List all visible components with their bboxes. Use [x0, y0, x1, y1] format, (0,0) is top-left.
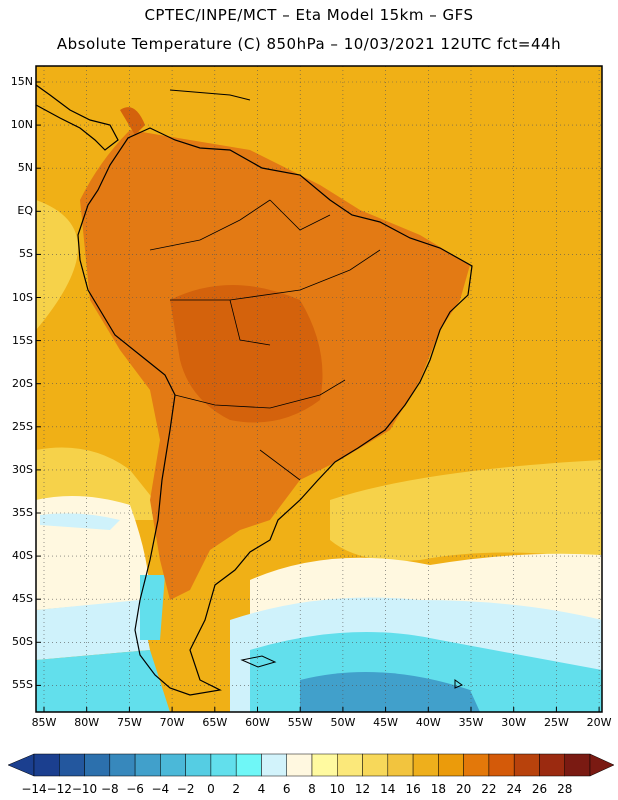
- colorbar-label: 6: [282, 782, 291, 796]
- lat-label: 55S: [12, 678, 33, 692]
- colorbar-swatch: [261, 753, 287, 777]
- colorbar-swatch: [59, 753, 85, 777]
- lat-label: 50S: [12, 635, 33, 649]
- colorbar-swatch: [362, 753, 389, 777]
- colorbar-label: −4: [151, 782, 170, 796]
- colorbar-label: −12: [46, 782, 72, 796]
- temperature-field: [36, 66, 602, 712]
- lon-label: 65W: [202, 716, 228, 729]
- colorbar-label: 14: [380, 782, 396, 796]
- lon-label: 50W: [330, 716, 356, 729]
- lat-label: 25S: [12, 419, 33, 433]
- colorbar-swatch: [210, 753, 237, 777]
- colorbar-swatch: [109, 753, 136, 777]
- colorbar-label: −8: [100, 782, 119, 796]
- lat-label: 35S: [12, 506, 33, 519]
- lon-label: 85W: [31, 716, 57, 729]
- colorbar: [7, 753, 615, 777]
- colorbar-extend-high: [589, 753, 615, 777]
- colorbar-label: 16: [405, 782, 421, 796]
- lat-label: 45S: [12, 592, 33, 606]
- colorbar-swatch: [337, 753, 363, 777]
- colorbar-swatch: [438, 753, 464, 777]
- country-borders: [149, 199, 381, 481]
- chart-title: CPTEC/INPE/MCT – Eta Model 15km – GFS: [144, 6, 474, 24]
- colorbar-swatch: [387, 753, 414, 777]
- colorbar-swatch: [84, 753, 111, 777]
- chart-subtitle: Absolute Temperature (C) 850hPa – 10/03/…: [56, 35, 562, 53]
- lon-label: 75W: [116, 716, 142, 729]
- colorbar-swatch: [564, 753, 591, 777]
- lat-label: 5N: [17, 161, 33, 175]
- lat-label: EQ: [17, 204, 33, 218]
- colorbar-label: −10: [71, 782, 98, 796]
- colorbar-label: 0: [207, 782, 215, 796]
- colorbar-label: 22: [481, 782, 497, 796]
- lon-label: 40W: [415, 716, 441, 729]
- colorbar-label: 12: [354, 782, 371, 796]
- lat-label: 40S: [12, 549, 33, 563]
- coastline-south-america: [77, 127, 473, 696]
- lon-label: 45W: [373, 716, 399, 729]
- lat-label: 10N: [10, 118, 33, 132]
- field-ocean-mid: [36, 200, 170, 520]
- colorbar-label: −6: [126, 782, 144, 796]
- lat-label: 15S: [12, 333, 33, 347]
- colorbar-label: 2: [232, 782, 240, 796]
- colorbar-label: 20: [455, 782, 472, 796]
- lat-label: 5S: [19, 247, 33, 261]
- lon-label: 35W: [458, 716, 484, 729]
- lon-label: 55W: [287, 716, 313, 729]
- colorbar-swatch: [185, 753, 212, 777]
- field-land-dark: [120, 107, 323, 423]
- colorbar-label: 10: [329, 782, 345, 796]
- colorbar-label: 28: [557, 782, 573, 796]
- colorbar-swatch: [463, 753, 490, 777]
- lon-label: 20W: [586, 716, 612, 729]
- colorbar-swatch: [286, 753, 313, 777]
- lat-label: 30S: [12, 462, 33, 476]
- colorbar-label: 18: [430, 782, 446, 796]
- colorbar-swatch: [488, 753, 515, 777]
- colorbar-swatch: [134, 753, 161, 777]
- colorbar-label: 26: [531, 782, 548, 796]
- lat-label: 15N: [10, 75, 33, 88]
- colorbar-label: −14: [21, 782, 47, 796]
- colorbar-swatch: [513, 753, 540, 777]
- colorbar-swatch: [235, 753, 262, 777]
- lat-label: 10S: [12, 290, 33, 304]
- lon-label: 80W: [74, 716, 100, 729]
- lat-label: 20S: [12, 376, 33, 390]
- colorbar-swatch: [539, 753, 565, 777]
- field-cool-deep: [300, 672, 480, 712]
- lon-label: 30W: [501, 716, 527, 729]
- field-ocean-mid: [330, 460, 602, 561]
- colorbar-label: −2: [176, 782, 195, 796]
- coastline-central-america: [36, 84, 119, 151]
- colorbar-label: 24: [506, 782, 522, 796]
- colorbar-swatch: [311, 753, 338, 777]
- lon-label: 70W: [159, 716, 185, 729]
- colorbar-label: 8: [308, 782, 316, 796]
- map-frame: [35, 65, 603, 713]
- colorbar-extend-low: [7, 753, 35, 777]
- lon-label: 25W: [543, 716, 569, 729]
- coastline-islands: [169, 89, 464, 689]
- colorbar-swatch: [160, 753, 186, 777]
- colorbar-swatch: [33, 753, 60, 777]
- colorbar-label: 4: [257, 782, 266, 796]
- field-cool-mid: [36, 575, 602, 712]
- lon-label: 60W: [245, 716, 270, 729]
- graticule: [36, 66, 602, 712]
- colorbar-swatch: [412, 753, 439, 777]
